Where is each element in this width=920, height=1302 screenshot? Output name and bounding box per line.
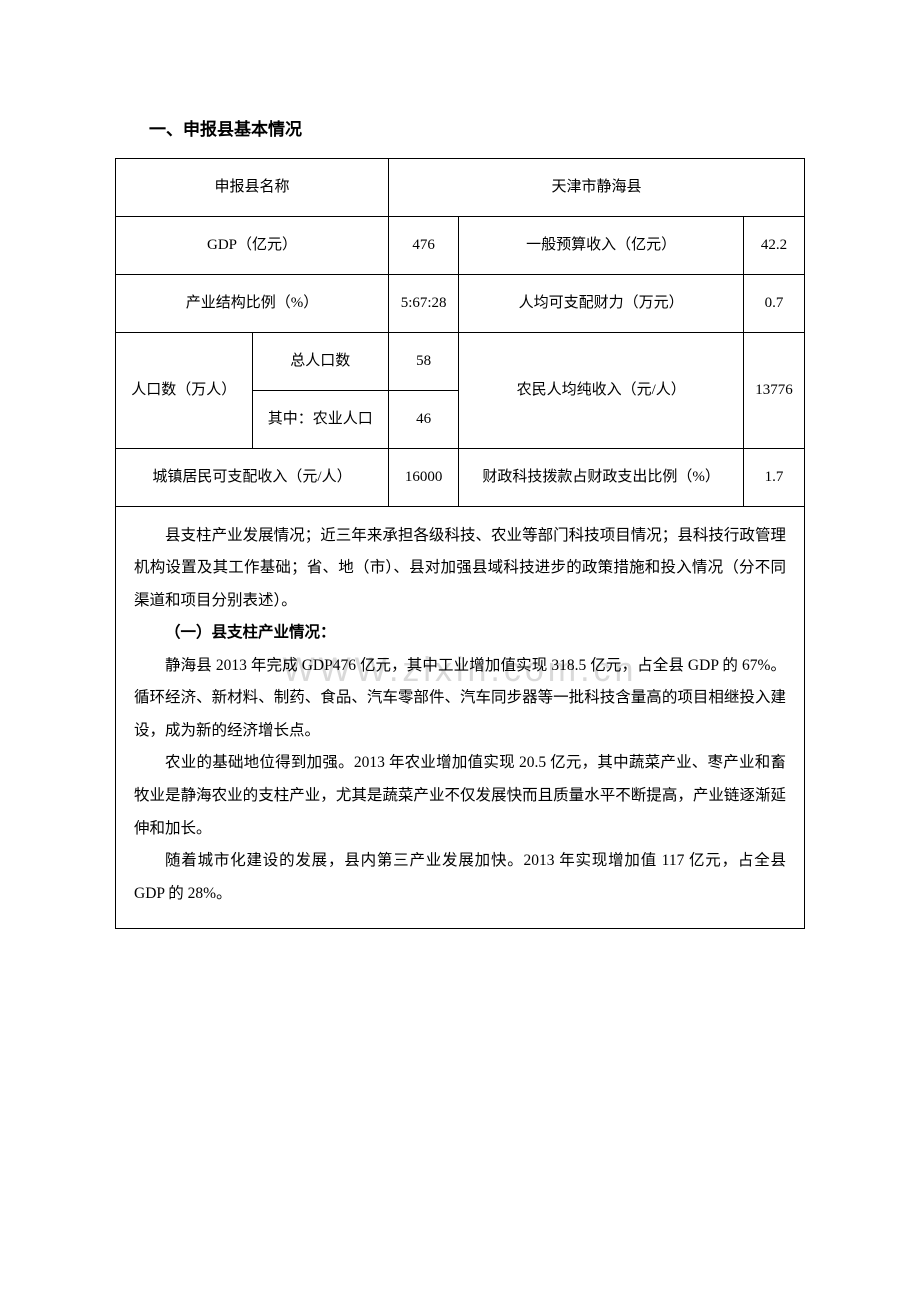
cell-farmer-income-label: 农民人均纯收入（元/人）: [459, 332, 744, 448]
cell-fiscal-tech-label: 财政科技拨款占财政支出比例（%）: [459, 448, 744, 506]
cell-disposable-label: 人均可支配财力（万元）: [459, 274, 744, 332]
cell-gdp-value: 476: [389, 216, 459, 274]
info-table: 申报县名称 天津市静海县 GDP（亿元） 476 一般预算收入（亿元） 42.2…: [115, 158, 805, 507]
cell-disposable-value: 0.7: [744, 274, 805, 332]
content-block: 县支柱产业发展情况；近三年来承担各级科技、农业等部门科技项目情况；县科技行政管理…: [115, 506, 805, 930]
table-row: GDP（亿元） 476 一般预算收入（亿元） 42.2: [116, 216, 805, 274]
cell-total-pop-label: 总人口数: [252, 332, 389, 390]
cell-structure-value: 5:67:28: [389, 274, 459, 332]
table-row: 人口数（万人） 总人口数 58 农民人均纯收入（元/人） 13776: [116, 332, 805, 390]
cell-gdp-label: GDP（亿元）: [116, 216, 389, 274]
cell-agri-pop-value: 46: [389, 390, 459, 448]
intro-paragraph: 县支柱产业发展情况；近三年来承担各级科技、农业等部门科技项目情况；县科技行政管理…: [134, 520, 786, 618]
cell-population-label: 人口数（万人）: [116, 332, 253, 448]
paragraph-3: 随着城市化建设的发展，县内第三产业发展加快。2013 年实现增加值 117 亿元…: [134, 845, 786, 910]
cell-county-value: 天津市静海县: [389, 158, 805, 216]
cell-fiscal-tech-value: 1.7: [744, 448, 805, 506]
cell-urban-income-label: 城镇居民可支配收入（元/人）: [116, 448, 389, 506]
table-row: 产业结构比例（%） 5:67:28 人均可支配财力（万元） 0.7: [116, 274, 805, 332]
section-title: 一、申报县基本情况: [115, 115, 805, 146]
paragraph-2: 农业的基础地位得到加强。2013 年农业增加值实现 20.5 亿元，其中蔬菜产业…: [134, 747, 786, 845]
table-row: 申报县名称 天津市静海县: [116, 158, 805, 216]
cell-agri-pop-label: 其中：农业人口: [252, 390, 389, 448]
cell-total-pop-value: 58: [389, 332, 459, 390]
cell-farmer-income-value: 13776: [744, 332, 805, 448]
table-row: 城镇居民可支配收入（元/人） 16000 财政科技拨款占财政支出比例（%） 1.…: [116, 448, 805, 506]
cell-budget-label: 一般预算收入（亿元）: [459, 216, 744, 274]
cell-budget-value: 42.2: [744, 216, 805, 274]
cell-structure-label: 产业结构比例（%）: [116, 274, 389, 332]
sub-heading-1: （一）县支柱产业情况：: [134, 617, 786, 650]
paragraph-1: 静海县 2013 年完成 GDP476 亿元，其中工业增加值实现 318.5 亿…: [134, 650, 786, 748]
cell-urban-income-value: 16000: [389, 448, 459, 506]
cell-county-label: 申报县名称: [116, 158, 389, 216]
